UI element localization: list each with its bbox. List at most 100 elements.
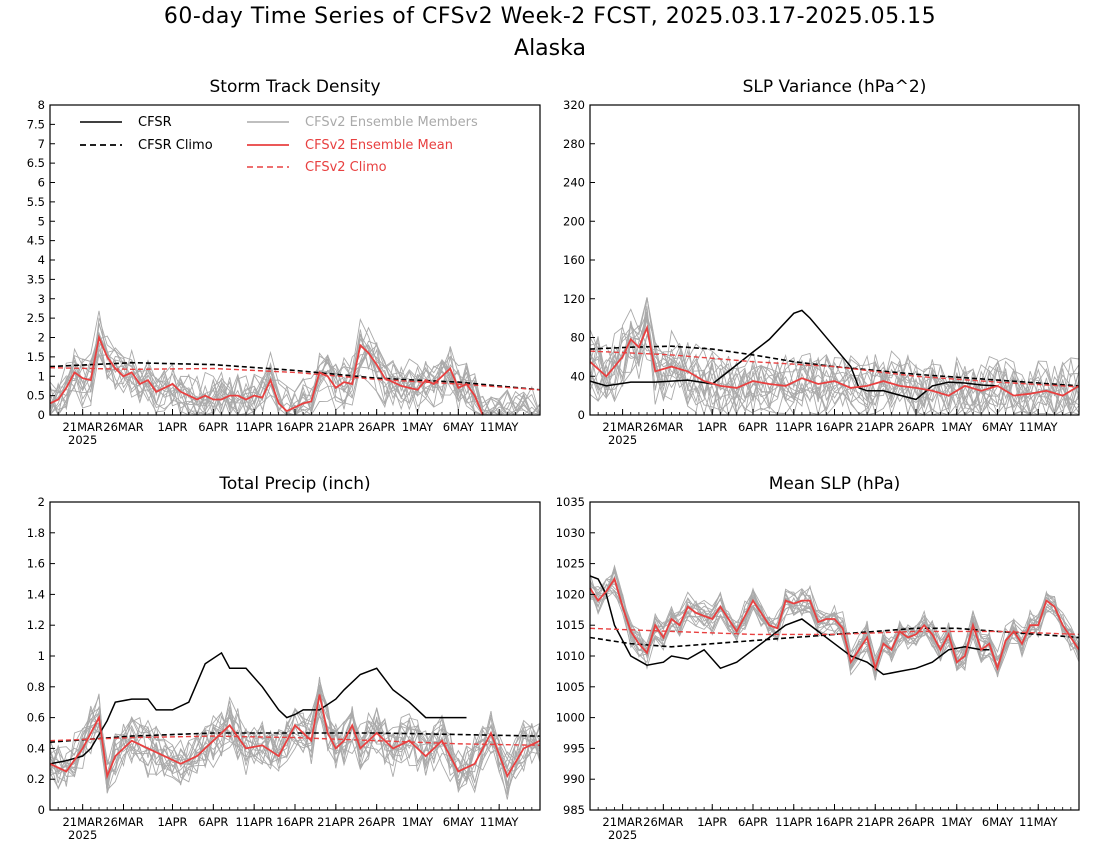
- y-tick-label: 3: [38, 292, 45, 306]
- ensemble-member-line: [589, 325, 1080, 417]
- y-tick-label: 2: [38, 495, 45, 509]
- cfsv2-climo-line: [589, 627, 1080, 636]
- y-tick-label: 0.4: [27, 741, 45, 755]
- cfsv2-climo-line: [49, 735, 541, 746]
- x-tick-label: 1APR: [697, 420, 727, 434]
- cfsv2-climo-line: [589, 350, 1080, 388]
- cfsr-climo-line: [589, 345, 1080, 387]
- cfsr-line: [589, 309, 998, 401]
- panel-title: SLP Variance (hPa^2): [743, 77, 927, 97]
- y-tick-label: 7: [38, 137, 45, 151]
- ensemble-member-line: [49, 347, 540, 416]
- cfsr-climo-line: [589, 627, 1080, 648]
- y-tick-label: 1.8: [27, 526, 45, 540]
- y-tick-label: 0.2: [27, 772, 45, 786]
- y-tick-label: 990: [563, 772, 585, 786]
- y-tick-label: 1020: [556, 587, 585, 601]
- y-tick-label: 1.4: [27, 587, 45, 601]
- ensemble-member-line: [49, 679, 541, 794]
- plot-frame: [589, 501, 1080, 811]
- x-tick-label: 1MAY: [941, 815, 973, 829]
- ensemble-mean-line: [589, 324, 1080, 397]
- x-tick-label: 6MAY: [982, 815, 1014, 829]
- y-tick-label: 2: [38, 331, 45, 345]
- x-tick-label: 26MAR: [103, 420, 143, 434]
- cfsr-climo-line: [49, 361, 541, 391]
- ensemble-member-line: [589, 575, 1080, 677]
- panel-title: Mean SLP (hPa): [769, 474, 901, 494]
- ensemble-member-line: [589, 572, 1080, 674]
- y-tick-label: 1025: [556, 557, 585, 571]
- x-tick-label: 21APR: [857, 815, 894, 829]
- cfsr-line: [49, 651, 467, 765]
- y-tick-label: 5.5: [27, 195, 45, 209]
- cfsr-line: [589, 575, 990, 676]
- x-tick-label: 21APR: [857, 420, 894, 434]
- ensemble-members: [589, 297, 1080, 417]
- x-tick-label: 21MAR: [602, 815, 642, 829]
- ensemble-member-line: [589, 319, 1080, 417]
- y-tick-label: 1015: [556, 618, 585, 632]
- ensemble-mean-line: [49, 694, 541, 780]
- x-tick-label: 26MAR: [103, 815, 143, 829]
- ensemble-member-line: [49, 679, 541, 792]
- y-tick-label: 1030: [556, 526, 585, 540]
- legend-ens-mean-label: CFSv2 Ensemble Mean: [305, 138, 453, 153]
- ensemble-member-line: [49, 704, 541, 794]
- page-title: 60-day Time Series of CFSv2 Week-2 FCST,…: [163, 4, 937, 29]
- x-tick-label: 21APR: [317, 420, 354, 434]
- y-tick-label: 1: [38, 649, 45, 663]
- cfsv2-climo-line: [49, 367, 541, 391]
- y-tick-label: 1005: [556, 680, 585, 694]
- page-subtitle: Alaska: [514, 36, 586, 61]
- y-tick-label: 0.5: [27, 389, 45, 403]
- ensemble-member-line: [589, 565, 1080, 677]
- y-tick-label: 1.2: [27, 618, 45, 632]
- x-tick-label: 6APR: [738, 815, 768, 829]
- x-tick-label: 1APR: [157, 815, 187, 829]
- legend-members-label: CFSv2 Ensemble Members: [305, 115, 478, 130]
- legend-cfsr-climo-label: CFSR Climo: [138, 138, 213, 153]
- x-tick-label: 16APR: [816, 420, 853, 434]
- x-tick-label: 21MAR: [602, 420, 642, 434]
- y-tick-label: 240: [563, 176, 585, 190]
- x-tick-label: 6APR: [738, 420, 768, 434]
- y-tick-label: 1035: [556, 495, 585, 509]
- x-tick-label: 26APR: [897, 815, 934, 829]
- y-tick-label: 2.5: [27, 311, 45, 325]
- y-tick-label: 320: [563, 98, 585, 112]
- y-tick-label: 1000: [556, 711, 585, 725]
- x-tick-label: 21MAR: [62, 815, 102, 829]
- x-tick-label: 21MAR: [62, 420, 102, 434]
- y-tick-label: 0.8: [27, 680, 45, 694]
- x-tick-label: 26APR: [897, 420, 934, 434]
- y-tick-label: 0.6: [27, 711, 45, 725]
- x-tick-label: 6APR: [198, 815, 228, 829]
- x-year-label: 2025: [68, 828, 97, 842]
- y-tick-label: 80: [570, 331, 585, 345]
- y-tick-label: 1.6: [27, 557, 45, 571]
- y-tick-label: 0: [38, 408, 45, 422]
- y-tick-label: 1.5: [27, 350, 45, 364]
- x-tick-label: 1MAY: [402, 815, 434, 829]
- ensemble-member-line: [49, 707, 541, 789]
- y-tick-label: 280: [563, 137, 585, 151]
- y-tick-label: 6: [38, 176, 45, 190]
- x-tick-label: 26MAR: [643, 815, 683, 829]
- x-tick-label: 11APR: [235, 815, 272, 829]
- x-tick-label: 11APR: [775, 815, 812, 829]
- x-tick-label: 6MAY: [443, 815, 475, 829]
- ensemble-member-line: [589, 318, 1080, 417]
- y-tick-label: 160: [563, 253, 585, 267]
- x-tick-label: 16APR: [276, 815, 313, 829]
- x-tick-label: 26APR: [358, 420, 395, 434]
- ensemble-member-line: [589, 297, 1080, 409]
- y-tick-label: 3.5: [27, 272, 45, 286]
- ensemble-mean-line: [589, 576, 1080, 672]
- panel-title: Total Precip (inch): [218, 474, 370, 494]
- x-tick-label: 1MAY: [402, 420, 434, 434]
- x-tick-label: 21APR: [317, 815, 354, 829]
- x-tick-label: 6APR: [198, 420, 228, 434]
- ensemble-members: [589, 564, 1080, 681]
